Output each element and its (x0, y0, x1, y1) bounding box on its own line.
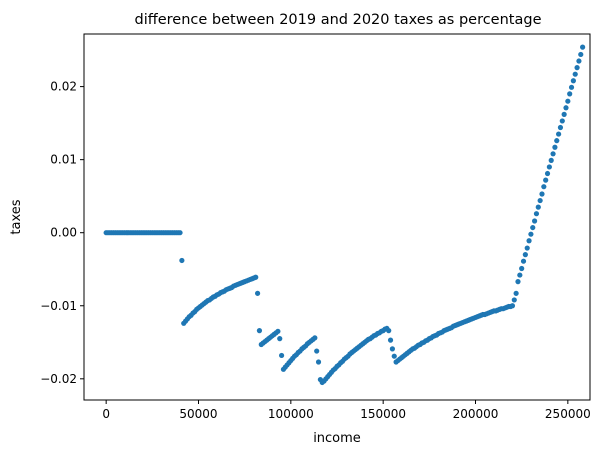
data-points (103, 44, 586, 386)
data-point (389, 346, 395, 352)
data-point (568, 84, 575, 90)
data-point (559, 118, 565, 124)
data-point (544, 170, 551, 177)
data-point (530, 224, 536, 231)
y-tick-label: −0.02 (40, 372, 77, 386)
x-axis: 0 50000 100000 150000 200000 250000 (102, 400, 591, 421)
data-point (565, 98, 571, 104)
x-tick-label: 100000 (268, 407, 314, 421)
data-point (578, 51, 584, 58)
data-point (526, 238, 532, 244)
data-point (552, 144, 558, 150)
data-point (179, 257, 185, 264)
data-point (554, 138, 560, 144)
data-point (509, 303, 516, 309)
data-point (177, 230, 183, 236)
data-point (277, 336, 283, 342)
data-point (541, 184, 547, 190)
data-point (537, 197, 543, 204)
data-point (279, 352, 285, 359)
data-point (386, 328, 392, 334)
data-point (548, 157, 554, 163)
data-point (557, 124, 564, 131)
data-point (513, 290, 519, 296)
y-tick-label: −0.01 (40, 299, 77, 313)
data-point (315, 359, 322, 365)
data-point (533, 211, 540, 217)
data-point (570, 78, 576, 84)
data-point (535, 204, 541, 210)
data-point (532, 218, 538, 224)
data-point (546, 164, 552, 170)
data-point (517, 272, 523, 278)
data-point (256, 328, 263, 334)
x-tick-label: 250000 (545, 407, 591, 421)
data-point (563, 105, 569, 111)
data-point (580, 44, 586, 50)
data-point (528, 231, 534, 237)
data-point (387, 337, 394, 343)
y-tick-label: 0.00 (50, 226, 77, 240)
data-point (511, 297, 517, 303)
data-point (567, 91, 573, 97)
data-point (574, 65, 580, 71)
data-point (314, 348, 320, 354)
data-point (543, 177, 549, 183)
x-tick-label: 150000 (360, 407, 406, 421)
chart-title: difference between 2019 and 2020 taxes a… (134, 12, 541, 28)
x-tick-label: 50000 (179, 407, 217, 421)
plot-area-frame (83, 33, 591, 401)
data-point (312, 335, 318, 341)
data-point (556, 131, 562, 137)
y-axis: −0.02 −0.01 0.00 0.01 0.02 (40, 80, 84, 386)
data-point (522, 252, 528, 258)
data-point (550, 151, 556, 157)
data-point (576, 58, 582, 64)
x-axis-label: income (313, 431, 361, 446)
data-point (539, 191, 545, 197)
data-point (253, 274, 259, 280)
data-point (520, 258, 527, 264)
data-point (254, 290, 261, 296)
data-point (275, 328, 281, 334)
y-tick-label: 0.01 (50, 153, 77, 167)
data-point (391, 353, 397, 359)
y-axis-label: taxes (9, 199, 24, 234)
data-point (519, 265, 525, 272)
data-point (524, 245, 530, 251)
data-point (515, 279, 521, 285)
data-point (561, 111, 567, 117)
x-tick-label: 200000 (453, 407, 499, 421)
data-point (572, 71, 578, 77)
y-tick-label: 0.02 (50, 80, 77, 94)
x-tick-label: 0 (102, 407, 110, 421)
